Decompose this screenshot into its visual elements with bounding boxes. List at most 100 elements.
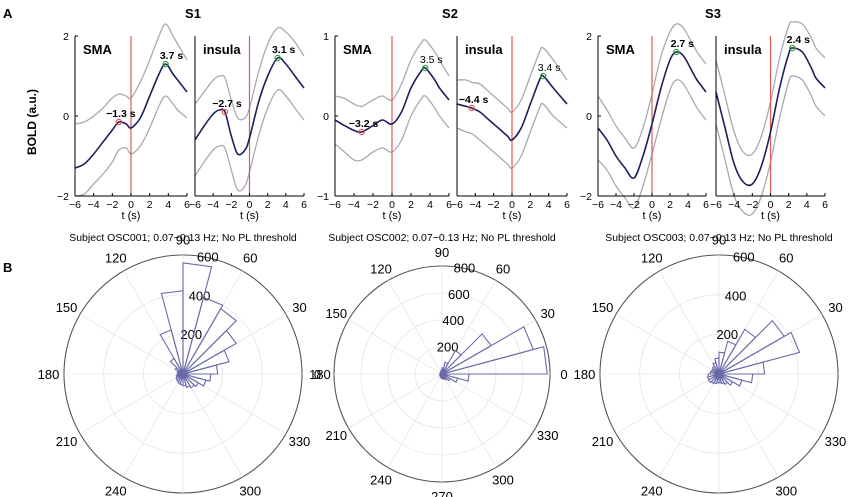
angle-label: 90 [712, 233, 726, 248]
angle-label: 60 [496, 261, 510, 276]
y-tick-label: 0 [63, 111, 69, 123]
polar-spoke [79, 373, 184, 434]
y-tick-label: 0 [586, 111, 592, 123]
line-panel-s3-insula: −6 −4 −2 0 2 4 6 t (s) insula 2.4 s [710, 21, 828, 222]
peak-marker [539, 72, 547, 80]
angle-label: 30 [292, 300, 306, 315]
angle-label: 150 [56, 300, 78, 315]
trough-label: −3.2 s [349, 118, 379, 130]
subject-title-s3: S3 [705, 6, 721, 21]
angle-label: 210 [592, 434, 614, 449]
ci-lower-line [194, 88, 305, 192]
x-tick-label: 0 [128, 199, 134, 211]
rose-bin [441, 349, 462, 375]
radial-tick-label: 600 [448, 287, 470, 302]
mean-line [194, 56, 305, 156]
ci-upper-line [715, 21, 826, 157]
polar-spoke [387, 280, 443, 375]
x-tick-label: 0 [247, 199, 253, 211]
x-tick-label: 4 [283, 199, 289, 211]
angle-label: 90 [176, 233, 190, 248]
polar-panel-3: Subject OSC003; 0.07−0.13 Hz; No PL thre… [574, 232, 850, 497]
x-tick-label: 4 [427, 199, 433, 211]
radial-tick-label: 600 [197, 250, 219, 265]
x-tick-label: 4 [685, 199, 691, 211]
angle-label: 120 [105, 251, 127, 266]
x-tick-label: 2 [667, 199, 673, 211]
peak-label: 3.4 s [538, 62, 561, 74]
x-axis-label: t (s) [503, 210, 522, 222]
x-axis-label: t (s) [643, 210, 662, 222]
x-tick-label: −4 [728, 199, 740, 211]
peak-marker [274, 54, 281, 62]
mean-line [74, 63, 188, 169]
y-tick-label: −1 [317, 191, 329, 203]
polar-spoke [615, 373, 720, 434]
region-label: SMA [606, 42, 636, 57]
polar-spoke [659, 373, 720, 478]
x-tick-label: 6 [703, 199, 709, 211]
ci-upper-line [456, 46, 568, 113]
region-label: insula [465, 42, 503, 57]
angle-label: 300 [239, 483, 261, 497]
angle-label: 120 [370, 261, 392, 276]
x-tick-label: −6 [710, 199, 722, 211]
ci-lower-line [597, 79, 707, 209]
x-tick-label: 0 [768, 199, 774, 211]
peak-marker [162, 60, 169, 68]
x-tick-label: −2 [367, 199, 379, 211]
angle-label: 330 [289, 434, 311, 449]
x-tick-label: −4 [88, 199, 100, 211]
x-tick-label: 6 [822, 199, 828, 211]
peak-label: 3.5 s [420, 54, 443, 66]
polar-spoke [615, 314, 720, 375]
angle-label: 90 [435, 245, 449, 260]
region-label: SMA [83, 42, 113, 57]
angle-label: 180 [309, 367, 331, 382]
subject-title-s1: S1 [185, 6, 201, 21]
angle-label: 120 [641, 251, 663, 266]
angle-label: 210 [325, 428, 347, 443]
y-tick-label: 2 [63, 31, 69, 43]
polar-panel-1: Subject OSC001; 0.07−0.13 Hz; No PL thre… [38, 232, 321, 497]
panel-a-label: A [3, 6, 13, 21]
y-tick-label: −2 [57, 191, 69, 203]
x-tick-label: 0 [389, 199, 395, 211]
line-panel-s2-sma: −6 −4 −2 0 2 4 6 t (s) 1 0 −1 SMA −3.2 s 3.5 s [317, 31, 452, 222]
rose-bin [182, 373, 212, 382]
ci-lower-line [334, 94, 450, 162]
trough-marker [221, 108, 229, 116]
angle-label: 30 [540, 306, 554, 321]
angle-label: 300 [492, 473, 514, 488]
ci-upper-line [597, 23, 707, 149]
radial-tick-label: 600 [733, 250, 755, 265]
x-tick-label: −2 [628, 199, 640, 211]
x-tick-label: 4 [546, 199, 552, 211]
x-tick-label: −2 [225, 199, 237, 211]
rose-bin [718, 373, 754, 384]
rose-bin [441, 333, 492, 375]
x-tick-label: −6 [189, 199, 201, 211]
polar-spoke [659, 270, 720, 375]
peak-marker [673, 48, 680, 56]
trough-marker [115, 118, 123, 126]
angle-label: 150 [325, 306, 347, 321]
polar-spoke [718, 373, 779, 478]
x-tick-label: −4 [348, 199, 360, 211]
x-tick-label: 2 [147, 199, 153, 211]
radial-tick-label: 800 [454, 260, 476, 275]
line-panel-s1-insula: −6 −4 −2 0 2 4 6 t (s) insula −2.7 s 3.1 s [189, 26, 307, 222]
x-axis-label: t (s) [122, 210, 141, 222]
angle-label: 150 [592, 300, 614, 315]
ci-lower-line [715, 75, 826, 216]
peak-label: 3.1 s [272, 44, 296, 56]
mean-line [715, 47, 826, 187]
x-tick-label: −2 [106, 199, 118, 211]
angle-label: 270 [431, 489, 453, 497]
angle-label: 300 [775, 483, 797, 497]
x-tick-label: 6 [301, 199, 307, 211]
polar-spoke [348, 319, 443, 375]
